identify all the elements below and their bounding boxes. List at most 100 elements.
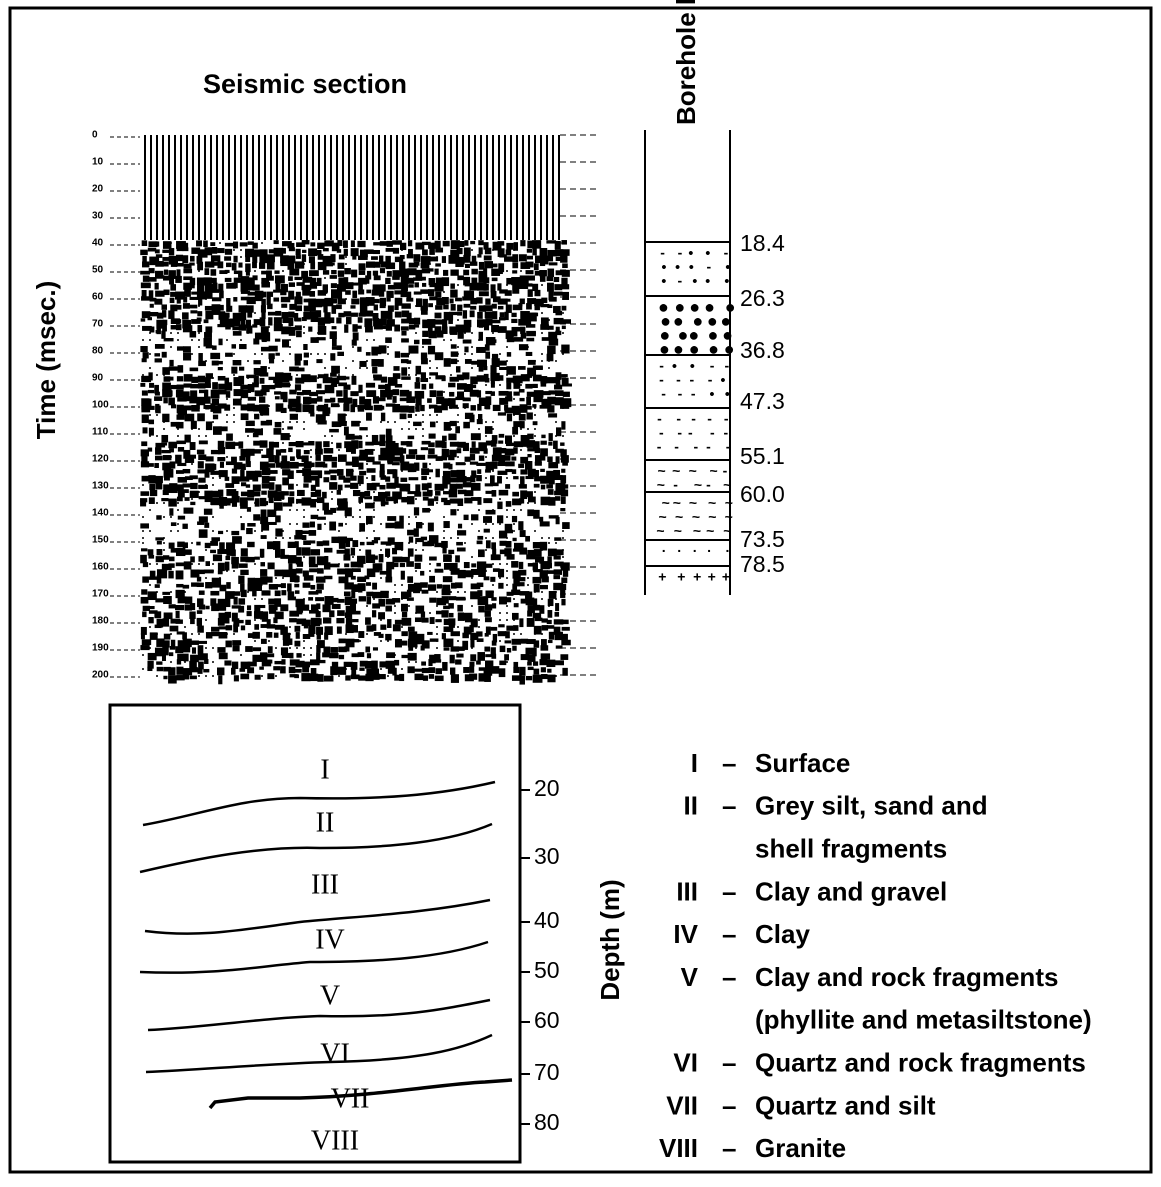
seismic-dot xyxy=(373,491,375,493)
seismic-blot xyxy=(561,345,569,354)
time-tick-label: 180 xyxy=(92,616,109,627)
seismic-blot xyxy=(260,378,265,384)
seismic-dot xyxy=(261,598,263,600)
seismic-dot xyxy=(156,502,158,504)
seismic-blot xyxy=(197,317,202,321)
seismic-blot xyxy=(310,262,315,270)
seismic-dot xyxy=(450,661,452,663)
seismic-blot xyxy=(190,368,199,372)
seismic-dot xyxy=(492,563,494,565)
seismic-dot xyxy=(401,470,403,472)
seismic-dot xyxy=(345,523,347,525)
legend-dash: – xyxy=(722,791,736,821)
seismic-blot xyxy=(527,434,533,440)
seismic-blot xyxy=(140,555,147,563)
seismic-blot xyxy=(408,414,412,418)
seismic-blot xyxy=(422,384,427,390)
seismic-blot xyxy=(364,249,374,254)
seismic-blot xyxy=(492,311,497,319)
seismic-blot xyxy=(380,464,385,472)
seismic-blot xyxy=(497,515,503,523)
depth-tick-label: 70 xyxy=(534,1059,560,1085)
seismic-blot xyxy=(450,290,457,298)
seismic-blot xyxy=(358,463,363,470)
seismic-blot xyxy=(462,633,469,639)
seismic-dot xyxy=(359,391,361,393)
seismic-blot xyxy=(198,641,207,644)
seismic-blot xyxy=(296,568,303,573)
seismic-dot xyxy=(345,256,347,258)
seismic-dot xyxy=(163,502,165,504)
seismic-dot xyxy=(317,353,319,355)
seismic-blot xyxy=(211,537,220,541)
seismic-blot xyxy=(428,659,432,666)
seismic-blot xyxy=(218,675,222,684)
seismic-blot xyxy=(352,255,356,260)
seismic-blot xyxy=(330,398,335,403)
seismic-dot xyxy=(499,523,501,525)
seismic-blot xyxy=(371,299,379,303)
seismic-blot xyxy=(365,449,374,455)
seismic-blot xyxy=(479,247,483,254)
legend-text: Clay and gravel xyxy=(755,876,947,906)
seismic-blot xyxy=(555,331,561,335)
seismic-blot xyxy=(190,331,197,337)
seismic-dot xyxy=(163,428,165,430)
seismic-dot xyxy=(457,407,459,409)
seismic-blot xyxy=(526,491,533,497)
seismic-dot xyxy=(415,612,417,614)
seismic-blot xyxy=(161,435,168,442)
seismic-blot xyxy=(485,426,493,434)
seismic-blot xyxy=(547,377,557,383)
seismic-blot xyxy=(225,326,230,330)
seismic-blot xyxy=(217,261,223,268)
lithology-symbol: • xyxy=(724,273,729,289)
seismic-blot xyxy=(408,240,412,246)
seismic-blot xyxy=(386,542,391,546)
seismic-blot xyxy=(372,583,377,590)
seismic-blot xyxy=(483,516,492,523)
legend-dash: – xyxy=(722,1047,736,1077)
seismic-blot xyxy=(372,669,379,674)
seismic-blot xyxy=(142,476,149,482)
seismic-blot xyxy=(512,254,518,262)
seismic-blot xyxy=(203,240,208,247)
seismic-dot xyxy=(387,353,389,355)
seismic-dot xyxy=(359,484,361,486)
seismic-blot xyxy=(225,598,230,607)
seismic-dot xyxy=(492,537,494,539)
seismic-blot xyxy=(163,397,167,403)
seismic-blot xyxy=(507,414,512,422)
seismic-blot xyxy=(302,240,310,244)
seismic-blot xyxy=(217,604,226,611)
seismic-blot xyxy=(556,456,560,463)
seismic-blot xyxy=(241,312,247,320)
seismic-dot xyxy=(562,298,564,300)
seismic-dot xyxy=(303,654,305,656)
seismic-blot xyxy=(491,597,496,601)
seismic-blot xyxy=(533,384,538,388)
seismic-blot xyxy=(378,359,384,367)
seismic-blot xyxy=(253,514,260,520)
seismic-blot xyxy=(204,319,209,323)
seismic-dot xyxy=(198,633,200,635)
seismic-blot xyxy=(518,521,523,530)
seismic-blot xyxy=(513,392,519,396)
seismic-blot xyxy=(402,406,408,409)
seismic-dot xyxy=(534,435,536,437)
seismic-blot xyxy=(512,613,519,620)
seismic-blot xyxy=(204,509,212,515)
seismic-dot xyxy=(205,577,207,579)
seismic-blot xyxy=(485,633,489,637)
seismic-blot xyxy=(395,521,404,528)
seismic-dot xyxy=(191,498,193,500)
seismic-blot xyxy=(308,327,312,332)
seismic-blot xyxy=(427,268,433,271)
seismic-blot xyxy=(171,522,176,526)
seismic-blot xyxy=(379,397,386,401)
seismic-blot xyxy=(400,448,406,454)
seismic-blot xyxy=(296,255,301,259)
seismic-dot xyxy=(366,605,368,607)
seismic-blot xyxy=(143,352,149,358)
seismic-blot xyxy=(533,441,540,448)
